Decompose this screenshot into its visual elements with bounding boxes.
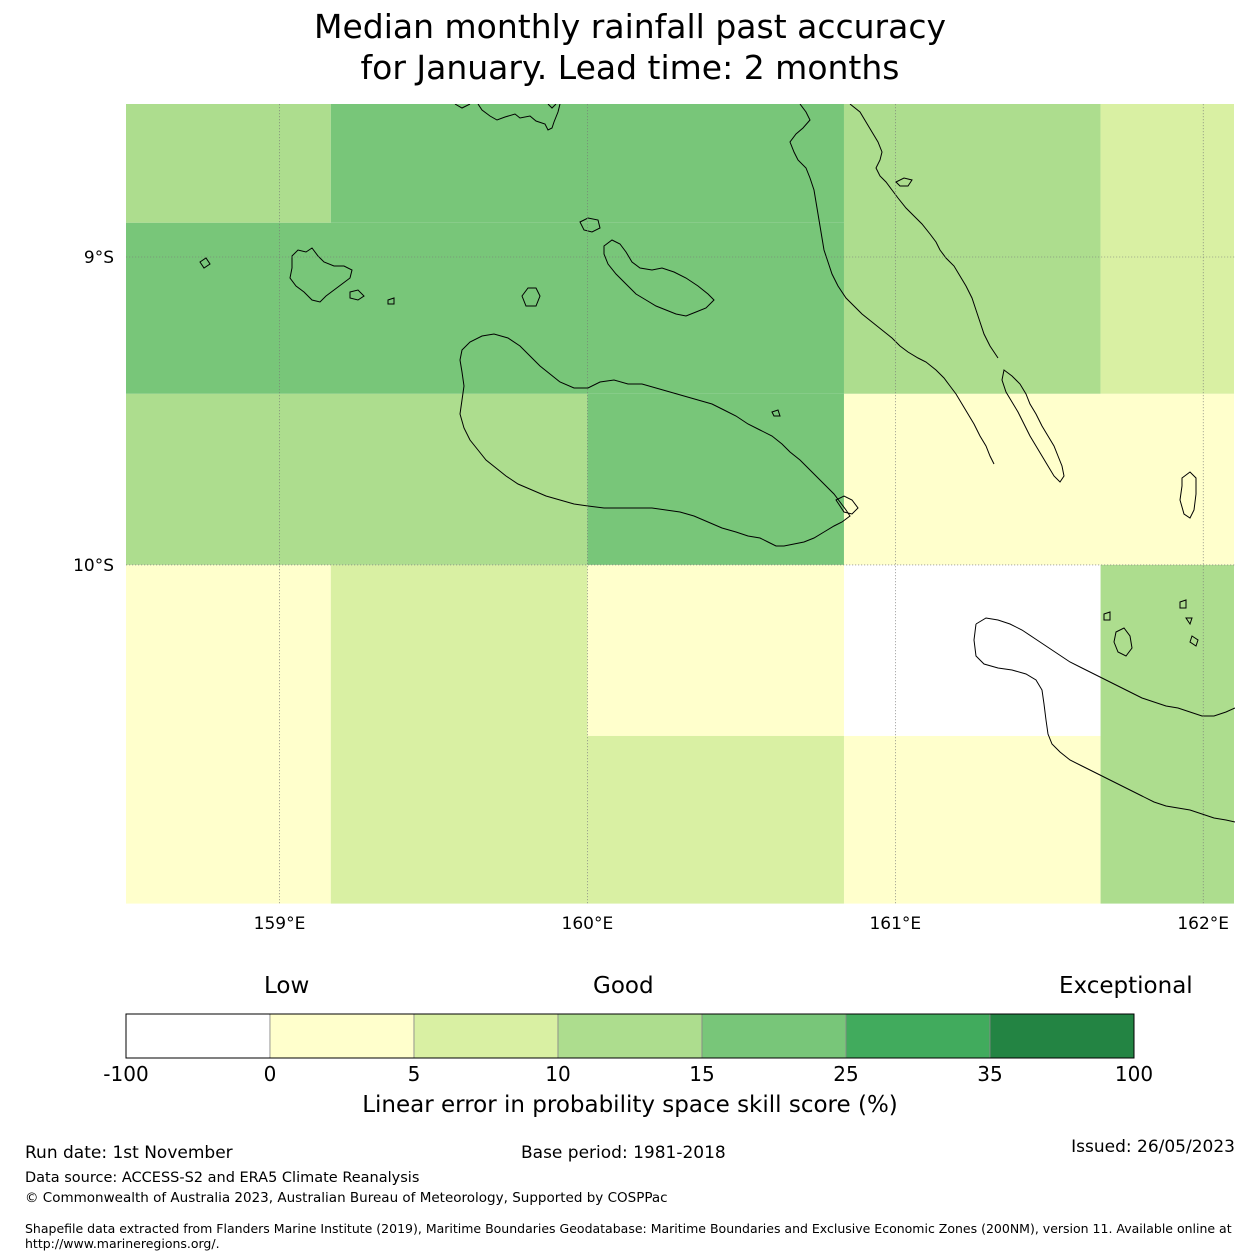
ysabel-west-coast — [849, 104, 999, 359]
lon-tick-label: 160°E — [562, 914, 614, 934]
colorbar-tick-label: 10 — [545, 1062, 570, 1086]
savo-island — [521, 287, 541, 307]
colorbar-segment — [845, 1013, 991, 1059]
axis-ticks: 159°E 160°E 161°E 162°E 9°S 10°S — [73, 248, 1229, 934]
colorbar-axis-label: Linear error in probability space skill … — [362, 1092, 898, 1118]
colorbar-segment — [557, 1013, 703, 1059]
islet-8 — [1103, 611, 1111, 621]
makira-south — [973, 623, 1235, 823]
grid-cell — [1100, 564, 1234, 904]
colorbar-tick-label: 5 — [408, 1062, 421, 1086]
grid-cell — [126, 564, 331, 904]
islet-4 — [387, 297, 395, 305]
santa-isabel-coast — [789, 104, 995, 465]
base-period: Base period: 1981-2018 — [521, 1143, 726, 1163]
colorbar-segment — [989, 1013, 1135, 1059]
grid-cell — [843, 393, 1234, 565]
guadalcanal — [459, 333, 851, 547]
islet-11 — [1189, 635, 1199, 647]
islet-9 — [1179, 599, 1187, 609]
islet-1 — [895, 177, 913, 187]
islet-3 — [349, 289, 365, 301]
islet-10 — [1185, 617, 1193, 626]
title-line-1: Median monthly rainfall past accuracy — [313, 7, 947, 46]
coastlines — [199, 104, 1235, 823]
graticule — [126, 104, 1235, 904]
grid-cell — [843, 104, 1101, 394]
label-exceptional: Exceptional — [1059, 973, 1193, 999]
colorbar: -100 0 5 10 15 25 35 100 — [103, 1013, 1153, 1086]
copyright: © Commonwealth of Australia 2023, Austra… — [25, 1190, 668, 1206]
islet-5 — [579, 217, 601, 233]
islet-6 — [835, 495, 859, 515]
grid-cell — [330, 104, 844, 223]
colorbar-tick-label: 100 — [1115, 1062, 1153, 1086]
malaita-south — [1001, 369, 1065, 483]
colorbar-tick-label: 0 — [264, 1062, 277, 1086]
grid-cell — [330, 564, 588, 904]
colorbar-tick-label: 35 — [977, 1062, 1002, 1086]
title-line-2: for January. Lead time: 2 months — [360, 48, 900, 87]
skill-grid — [126, 104, 1234, 904]
rennell-area-islet — [1179, 471, 1197, 519]
colorbar-segment — [269, 1013, 415, 1059]
colorbar-segment — [701, 1013, 847, 1059]
grid-cell — [126, 222, 844, 394]
colorbar-tick-label: -100 — [103, 1062, 148, 1086]
grid-cell — [126, 104, 331, 223]
colorbar-tick-label: 15 — [689, 1062, 714, 1086]
ulawa-islet — [1113, 627, 1133, 657]
florida-islands-west — [289, 247, 353, 303]
islet-7 — [771, 409, 781, 417]
run-date: Run date: 1st November — [25, 1143, 233, 1163]
islet-2 — [199, 257, 211, 269]
map-title: Median monthly rainfall past accuracy fo… — [0, 6, 1260, 88]
lon-tick-label: 159°E — [254, 914, 306, 934]
lon-tick-label: 161°E — [869, 914, 921, 934]
grid-cell — [126, 393, 588, 565]
grid-cell — [587, 564, 844, 736]
label-low: Low — [264, 973, 310, 999]
makira — [975, 617, 1235, 717]
lon-tick-label: 162°E — [1177, 914, 1229, 934]
colorbar-segment — [413, 1013, 559, 1059]
colorbar-segment — [125, 1013, 271, 1059]
island-small-top — [547, 104, 557, 109]
grid-cell — [843, 735, 1101, 904]
grid-cell — [843, 564, 1101, 736]
data-source: Data source: ACCESS-S2 and ERA5 Climate … — [25, 1170, 420, 1186]
lat-tick-label: 9°S — [84, 248, 114, 268]
colorbar-tick-label: 25 — [833, 1062, 858, 1086]
issued-date: Issued: 26/05/2023 — [1071, 1137, 1235, 1157]
lat-tick-label: 10°S — [73, 556, 114, 576]
grid-cell — [587, 735, 844, 904]
shapefile-credit-2: http://www.marineregions.org/. — [25, 1236, 220, 1251]
nggela-islands — [603, 239, 715, 317]
colorbar-frame — [125, 1013, 1135, 1059]
label-good: Good — [593, 973, 654, 999]
grid-cell — [1100, 104, 1234, 394]
grid-cell — [587, 393, 844, 565]
shapefile-credit-1: Shapefile data extracted from Flanders M… — [25, 1221, 1232, 1236]
island-top-north — [454, 104, 561, 131]
